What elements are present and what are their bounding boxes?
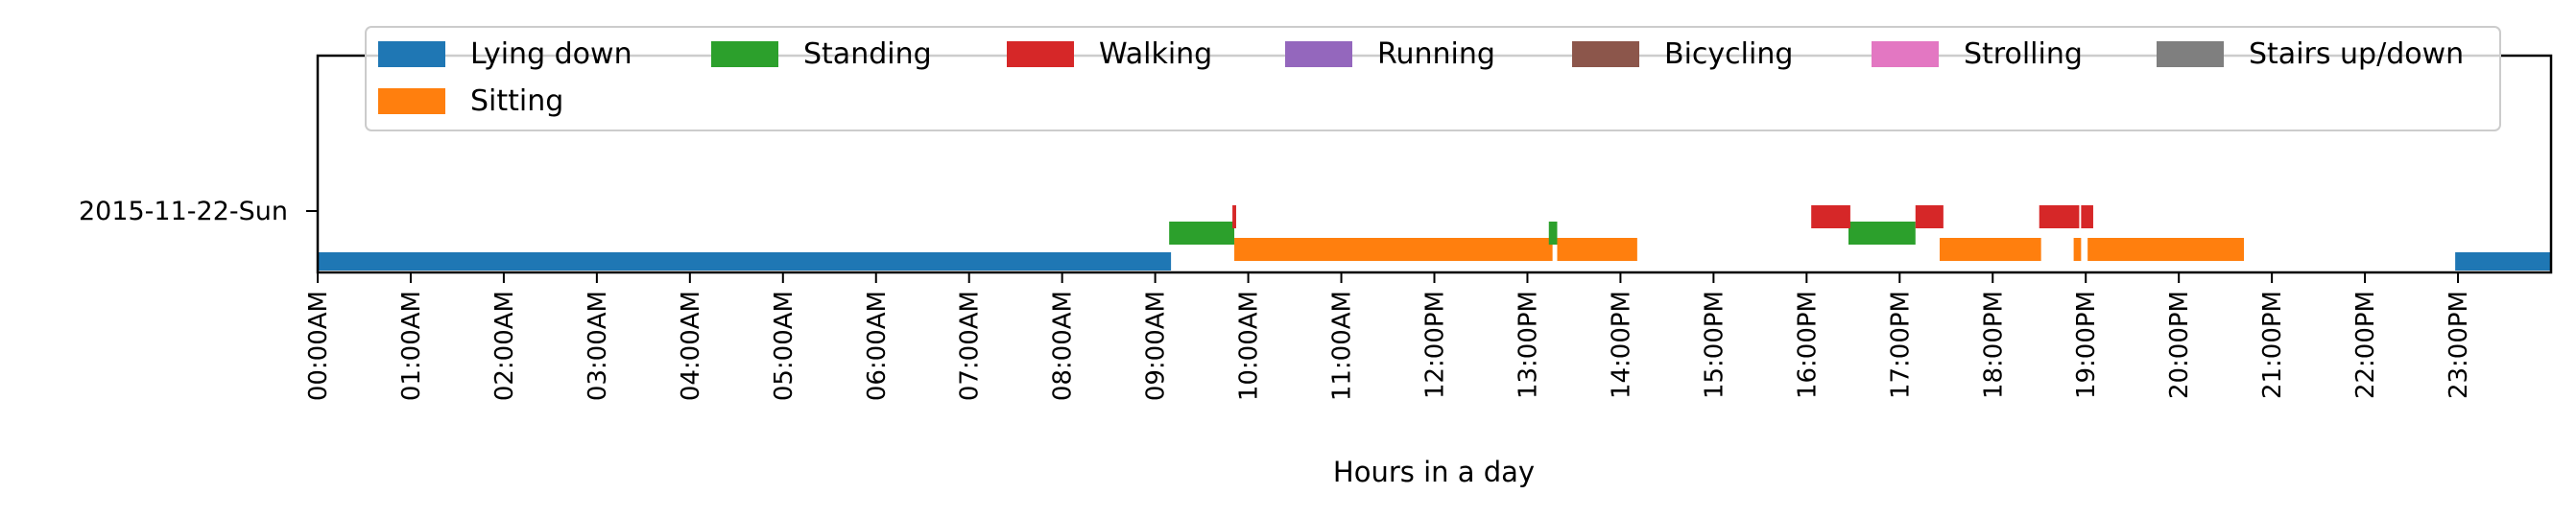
- x-tick-label: 21:00PM: [2258, 291, 2287, 399]
- legend-swatch: [1872, 41, 1939, 67]
- activity-bar: [318, 252, 1172, 271]
- activity-bar: [1811, 205, 1850, 228]
- x-tick-label: 18:00PM: [1979, 291, 2008, 399]
- x-tick-label: 16:00PM: [1793, 291, 1822, 399]
- legend-label: Strolling: [1964, 37, 2083, 71]
- activity-bar: [2087, 238, 2245, 261]
- activity-bar: [2455, 252, 2551, 271]
- activity-bar: [1939, 238, 2041, 261]
- activity-bars: [318, 205, 2551, 271]
- x-tick-label: 23:00PM: [2445, 291, 2473, 399]
- legend-label: Bicycling: [1664, 37, 1793, 71]
- activity-bar: [1548, 222, 1558, 245]
- x-tick-label: 06:00AM: [863, 291, 892, 401]
- x-tick-label: 00:00AM: [304, 291, 333, 401]
- activity-bar: [2073, 238, 2082, 261]
- activity-bar: [1232, 205, 1236, 228]
- legend: Lying down Standing Walking Running Bicyclin…: [365, 26, 2501, 131]
- x-tick-label: 09:00AM: [1142, 291, 1171, 401]
- x-tick-label: 13:00PM: [1514, 291, 1542, 399]
- x-axis: 00:00AM 01:00AM 02:00AM 03:00AM 04:00AM 05:00…: [304, 272, 2473, 401]
- activity-bar: [2039, 205, 2080, 228]
- legend-label: Stairs up/down: [2249, 37, 2464, 71]
- x-tick-label: 02:00AM: [490, 291, 519, 401]
- x-tick-label: 19:00PM: [2072, 291, 2101, 399]
- legend-label: Running: [1377, 37, 1495, 71]
- legend-label: Standing: [803, 37, 932, 71]
- x-tick-label: 08:00AM: [1049, 291, 1078, 401]
- y-tick-label: 2015-11-22-Sun: [79, 197, 288, 226]
- legend-item: Stairs up/down: [2157, 37, 2464, 71]
- legend-swatch: [2157, 41, 2224, 67]
- legend-swatch: [378, 41, 445, 67]
- legend-label: Lying down: [470, 37, 632, 71]
- x-tick-label: 03:00AM: [584, 291, 612, 401]
- activity-bar: [2081, 205, 2093, 228]
- legend-item: Walking: [1007, 37, 1212, 71]
- legend-item: Strolling: [1872, 37, 2083, 71]
- plot-area: [316, 54, 2553, 274]
- x-axis-label: Hours in a day: [1333, 456, 1535, 488]
- x-tick-label: 04:00AM: [677, 291, 705, 401]
- legend-box: [365, 26, 2501, 131]
- x-tick-label: 01:00AM: [397, 291, 426, 401]
- x-tick-label: 11:00AM: [1328, 291, 1357, 401]
- legend-swatch: [378, 88, 445, 114]
- x-tick-label: 17:00PM: [1886, 291, 1915, 399]
- legend-items: Lying down Standing Walking Running Bicyclin…: [378, 37, 2464, 118]
- x-tick-label: 14:00PM: [1607, 291, 1635, 399]
- x-tick-label: 12:00PM: [1421, 291, 1450, 399]
- legend-item: Standing: [711, 37, 932, 71]
- x-tick-label: 07:00AM: [956, 291, 985, 401]
- legend-item: Running: [1285, 37, 1495, 71]
- legend-item: Sitting: [378, 84, 563, 118]
- legend-item: Bicycling: [1572, 37, 1793, 71]
- y-axis: 2015-11-22-Sun: [79, 197, 318, 226]
- legend-swatch: [711, 41, 778, 67]
- legend-swatch: [1285, 41, 1352, 67]
- activity-bar: [1848, 222, 1916, 245]
- x-tick-label: 20:00PM: [2165, 291, 2194, 399]
- x-tick-label: 05:00AM: [770, 291, 799, 401]
- legend-label: Sitting: [470, 84, 563, 118]
- legend-label: Walking: [1099, 37, 1212, 71]
- activity-bar: [1169, 222, 1235, 245]
- activity-bar: [1915, 205, 1944, 228]
- x-tick-label: 10:00AM: [1235, 291, 1264, 401]
- legend-item: Lying down: [378, 37, 632, 71]
- legend-swatch: [1572, 41, 1639, 67]
- activity-bar: [1234, 238, 1553, 261]
- activity-bar: [1557, 238, 1637, 261]
- x-tick-label: 22:00PM: [2351, 291, 2380, 399]
- legend-swatch: [1007, 41, 1074, 67]
- x-tick-label: 15:00PM: [1700, 291, 1729, 399]
